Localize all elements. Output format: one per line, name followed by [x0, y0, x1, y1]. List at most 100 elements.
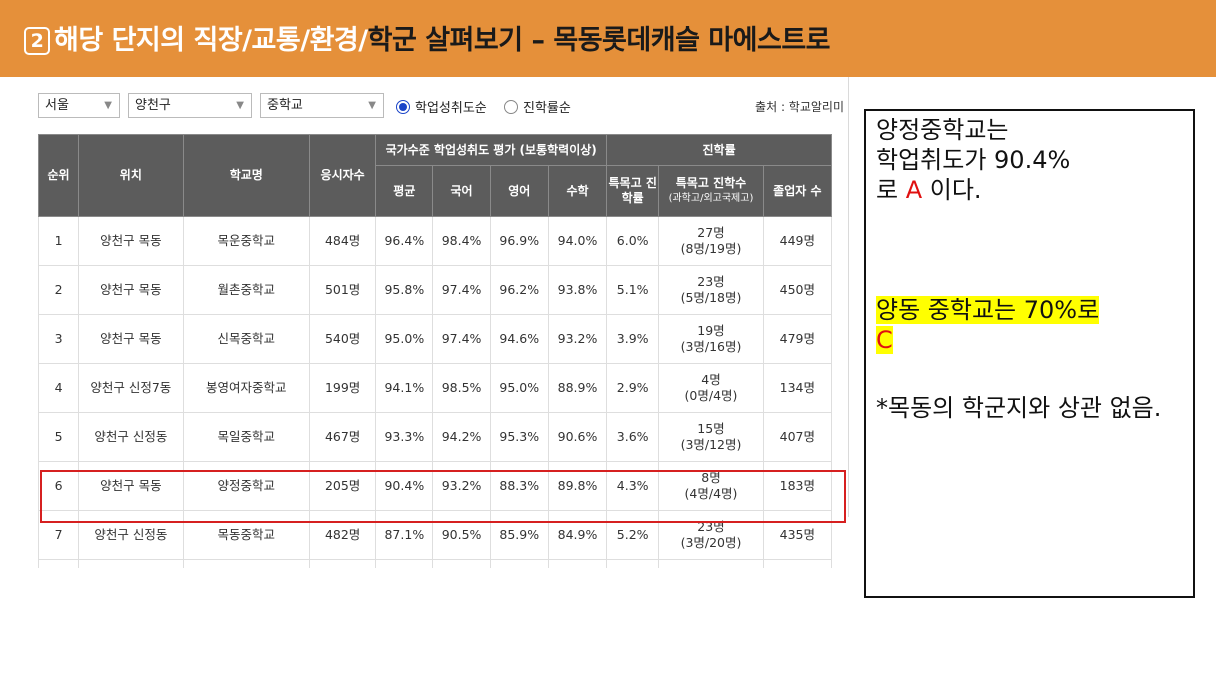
cell-graduates: 183명 — [762, 461, 833, 511]
radio-unselected-icon — [504, 99, 518, 114]
empty-cell — [432, 559, 491, 568]
divider-line — [848, 77, 849, 517]
cell-korean: 97.4% — [432, 265, 491, 315]
cell-avg: 95.0% — [375, 314, 434, 364]
special-count-total: 27명 — [697, 225, 725, 240]
cell-rank: 6 — [37, 461, 80, 511]
table-row: 3 양천구 목동 신목중학교 540명 95.0% 97.4% 94.6% 93.2% 3.9%… — [37, 314, 833, 364]
cell-avg: 95.8% — [375, 265, 434, 315]
cell-english: 96.2% — [489, 265, 549, 315]
school-ranking-table: 순위 위치 학교명 응시자수 국가수준 학업성취도 평가 (보통학력이상) 진학… — [37, 134, 833, 568]
header-special-count-label: 특목고 진학수 — [675, 176, 747, 190]
note-line: 양동 중학교는 70%로 — [876, 295, 1183, 325]
table-row: 7 양천구 신정동 목동중학교 482명 87.1% 90.5% 85.9% 84.9% 5.2… — [37, 510, 833, 560]
cell-english: 88.3% — [489, 461, 549, 511]
cell-location: 양천구 신정동 — [78, 510, 184, 560]
cell-avg: 93.3% — [375, 412, 434, 462]
chevron-down-icon: ▼ — [368, 100, 376, 111]
cell-rank: 5 — [37, 412, 80, 462]
empty-cell — [606, 559, 660, 568]
region-select[interactable]: 서울 ▼ — [38, 93, 120, 118]
district-select[interactable]: 양천구 ▼ — [128, 93, 252, 118]
cell-math: 84.9% — [547, 510, 608, 560]
cell-english: 94.6% — [489, 314, 549, 364]
cell-school: 목일중학교 — [182, 412, 311, 462]
filter-bar: 서울 ▼ 양천구 ▼ 중학교 ▼ 학업성취도순 진학률순 출처 : 학교알리미 — [38, 93, 844, 120]
cell-math: 90.6% — [547, 412, 608, 462]
cell-avg: 94.1% — [375, 363, 434, 413]
table-row: 1 양천구 목동 목운중학교 484명 96.4% 98.4% 96.9% 94.0% 6.0%… — [37, 216, 833, 266]
cell-avg: 96.4% — [375, 216, 434, 266]
sort-by-advance-radio[interactable]: 진학률순 — [504, 97, 571, 116]
cell-examinees: 484명 — [308, 216, 377, 266]
radio-label: 학업성취도순 — [415, 101, 487, 116]
school-level-select[interactable]: 중학교 ▼ — [260, 93, 384, 118]
cell-school: 신목중학교 — [182, 314, 311, 364]
cell-examinees: 205명 — [308, 461, 377, 511]
special-count-total: 19명 — [697, 323, 725, 338]
table-row: 2 양천구 목동 월촌중학교 501명 95.8% 97.4% 96.2% 93.8% 5.1%… — [37, 265, 833, 315]
table-row: 6 양천구 목동 양정중학교 205명 90.4% 93.2% 88.3% 89.8% 4.3%… — [37, 461, 833, 511]
cell-graduates: 134명 — [762, 363, 833, 413]
note-footnote: *목동의 학군지와 상관 없음. — [876, 394, 1162, 422]
special-count-breakdown: (0명/4명) — [684, 388, 738, 403]
header-avg: 평균 — [375, 165, 434, 217]
note-text: 로 — [876, 176, 906, 204]
table-row: 4 양천구 신정7동 봉영여자중학교 199명 94.1% 98.5% 95.0% 88.9%… — [37, 363, 833, 413]
empty-cell — [375, 559, 434, 568]
cell-english: 85.9% — [489, 510, 549, 560]
cell-graduates: 479명 — [762, 314, 833, 364]
header-math: 수학 — [547, 165, 608, 217]
cell-graduates: 407명 — [762, 412, 833, 462]
grade-c: C — [876, 326, 893, 354]
cell-examinees: 540명 — [308, 314, 377, 364]
cell-graduates: 435명 — [762, 510, 833, 560]
cell-special-count: 19명 (3명/16명) — [658, 314, 764, 364]
section-number-badge: 2 — [24, 27, 50, 55]
radio-selected-icon — [396, 99, 410, 114]
cell-math: 94.0% — [547, 216, 608, 266]
cell-special-rate: 4.3% — [606, 461, 660, 511]
special-count-breakdown: (3명/12명) — [680, 437, 742, 452]
empty-cell — [182, 559, 311, 568]
header-special-count-sub: (과학고/외고국제고) — [668, 193, 754, 204]
cell-rank: 7 — [37, 510, 80, 560]
special-count-breakdown: (8명/19명) — [680, 241, 742, 256]
cell-avg: 90.4% — [375, 461, 434, 511]
cell-location: 양천구 목동 — [78, 265, 184, 315]
cell-rank: 4 — [37, 363, 80, 413]
cell-english: 95.3% — [489, 412, 549, 462]
chevron-down-icon: ▼ — [236, 100, 244, 111]
sort-by-achievement-radio[interactable]: 학업성취도순 — [396, 97, 487, 116]
cell-avg: 87.1% — [375, 510, 434, 560]
cell-examinees: 482명 — [308, 510, 377, 560]
grade-a: A — [905, 176, 923, 204]
header-graduates: 졸업자 수 — [762, 165, 833, 217]
header-english: 영어 — [489, 165, 549, 217]
cell-korean: 97.4% — [432, 314, 491, 364]
title-light-part: 해당 단지의 직장/교통/환경/ — [54, 25, 368, 56]
empty-cell — [78, 559, 184, 568]
note-line: C — [876, 325, 1183, 355]
cell-english: 95.0% — [489, 363, 549, 413]
cell-korean: 98.4% — [432, 216, 491, 266]
cell-special-rate: 5.1% — [606, 265, 660, 315]
cell-korean: 94.2% — [432, 412, 491, 462]
cell-rank: 3 — [37, 314, 80, 364]
cell-school: 목동중학교 — [182, 510, 311, 560]
slide-title: 2 해당 단지의 직장/교통/환경/학군 살펴보기 – 목동롯데캐슬 마에스트로 — [24, 18, 831, 57]
source-caption: 출처 : 학교알리미 — [755, 100, 844, 114]
note-line: 양정중학교는 — [876, 116, 1009, 144]
cell-korean: 93.2% — [432, 461, 491, 511]
header-achievement-group: 국가수준 학업성취도 평가 (보통학력이상) — [375, 134, 608, 166]
cell-special-rate: 5.2% — [606, 510, 660, 560]
radio-label: 진학률순 — [523, 101, 571, 116]
cell-special-count: 23명 (5명/18명) — [658, 265, 764, 315]
cell-school: 월촌중학교 — [182, 265, 311, 315]
empty-cell — [37, 559, 80, 568]
cell-math: 93.2% — [547, 314, 608, 364]
cell-location: 양천구 목동 — [78, 461, 184, 511]
note-line: 로 A 이다. — [876, 175, 1183, 205]
cell-special-rate: 3.6% — [606, 412, 660, 462]
empty-cell — [547, 559, 608, 568]
